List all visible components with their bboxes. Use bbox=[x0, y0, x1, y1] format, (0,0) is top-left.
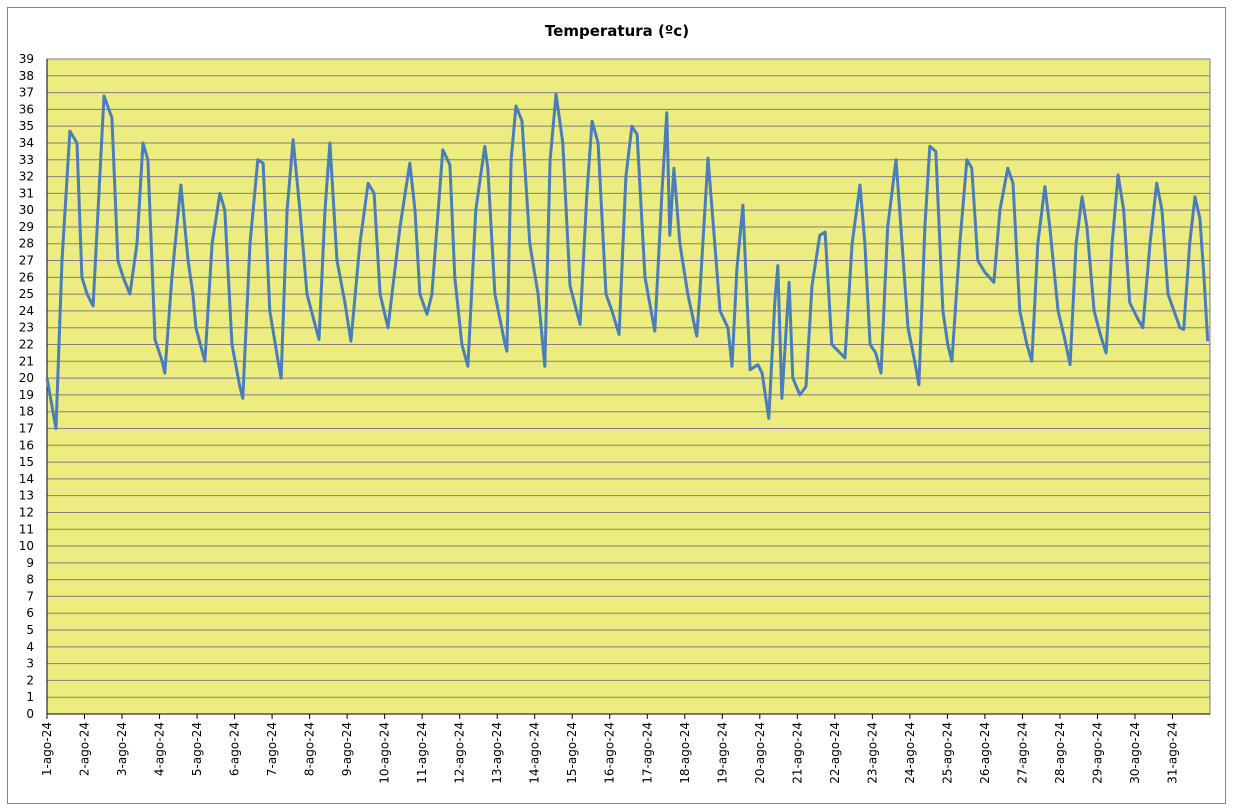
x-tick-label: 19-ago-24 bbox=[715, 722, 729, 784]
y-tick-label: 33 bbox=[19, 153, 34, 167]
y-tick-label: 18 bbox=[19, 405, 34, 419]
x-tick-label: 20-ago-24 bbox=[753, 722, 767, 784]
y-tick-label: 39 bbox=[19, 52, 34, 66]
y-tick-label: 24 bbox=[19, 304, 34, 318]
y-tick-label: 8 bbox=[26, 573, 34, 587]
x-tick-label: 11-ago-24 bbox=[415, 722, 429, 784]
y-tick-label: 13 bbox=[19, 489, 34, 503]
y-tick-label: 22 bbox=[19, 338, 34, 352]
y-tick-label: 3 bbox=[26, 657, 34, 671]
x-tick-label: 21-ago-24 bbox=[790, 722, 804, 784]
x-tick-label: 1-ago-24 bbox=[40, 722, 54, 776]
y-tick-label: 30 bbox=[19, 203, 34, 217]
x-tick-label: 14-ago-24 bbox=[528, 722, 542, 784]
y-tick-label: 31 bbox=[19, 186, 34, 200]
x-tick-label: 15-ago-24 bbox=[565, 722, 579, 784]
x-tick-label: 4-ago-24 bbox=[153, 722, 167, 776]
y-tick-label: 7 bbox=[26, 589, 34, 603]
x-tick-label: 5-ago-24 bbox=[190, 722, 204, 776]
y-tick-label: 16 bbox=[19, 438, 34, 452]
x-tick-label: 31-ago-24 bbox=[1165, 722, 1179, 784]
x-tick-label: 3-ago-24 bbox=[115, 722, 129, 776]
y-tick-label: 9 bbox=[26, 556, 34, 570]
y-tick-label: 38 bbox=[19, 69, 34, 83]
x-tick-label: 9-ago-24 bbox=[340, 722, 354, 776]
y-tick-label: 25 bbox=[19, 287, 34, 301]
chart-title: Temperatura (ºc) bbox=[545, 22, 689, 40]
y-tick-label: 28 bbox=[19, 237, 34, 251]
y-tick-label: 11 bbox=[19, 522, 34, 536]
x-tick-label: 27-ago-24 bbox=[1015, 722, 1029, 784]
y-tick-label: 14 bbox=[19, 472, 34, 486]
x-tick-label: 24-ago-24 bbox=[903, 722, 917, 784]
x-tick-label: 29-ago-24 bbox=[1090, 722, 1104, 784]
y-tick-label: 36 bbox=[19, 102, 34, 116]
y-tick-label: 29 bbox=[19, 220, 34, 234]
y-tick-label: 10 bbox=[19, 539, 34, 553]
y-tick-label: 15 bbox=[19, 455, 34, 469]
y-tick-label: 27 bbox=[19, 254, 34, 268]
x-tick-label: 16-ago-24 bbox=[603, 722, 617, 784]
y-tick-label: 32 bbox=[19, 170, 34, 184]
y-tick-label: 21 bbox=[19, 354, 34, 368]
y-tick-label: 37 bbox=[19, 86, 34, 100]
x-tick-label: 6-ago-24 bbox=[228, 722, 242, 776]
x-tick-label: 8-ago-24 bbox=[303, 722, 317, 776]
x-tick-label: 30-ago-24 bbox=[1128, 722, 1142, 784]
x-tick-label: 18-ago-24 bbox=[678, 722, 692, 784]
y-tick-label: 19 bbox=[19, 388, 34, 402]
y-tick-label: 5 bbox=[26, 623, 34, 637]
x-tick-label: 26-ago-24 bbox=[978, 722, 992, 784]
y-tick-label: 1 bbox=[26, 690, 34, 704]
x-tick-label: 22-ago-24 bbox=[828, 722, 842, 784]
y-tick-label: 6 bbox=[26, 606, 34, 620]
y-tick-label: 34 bbox=[19, 136, 34, 150]
x-tick-label: 7-ago-24 bbox=[265, 722, 279, 776]
temperature-line bbox=[45, 92, 1210, 430]
x-tick-label: 23-ago-24 bbox=[865, 722, 879, 784]
x-tick-label: 12-ago-24 bbox=[453, 722, 467, 784]
x-tick-label: 10-ago-24 bbox=[378, 722, 392, 784]
x-tick-label: 25-ago-24 bbox=[940, 722, 954, 784]
x-tick-label: 28-ago-24 bbox=[1053, 722, 1067, 784]
y-tick-label: 35 bbox=[19, 119, 34, 133]
x-tick-label: 13-ago-24 bbox=[490, 722, 504, 784]
y-tick-label: 4 bbox=[26, 640, 34, 654]
y-tick-label: 0 bbox=[26, 707, 34, 721]
y-tick-label: 17 bbox=[19, 421, 34, 435]
x-tick-label: 2-ago-24 bbox=[78, 722, 92, 776]
y-tick-label: 12 bbox=[19, 505, 34, 519]
y-tick-label: 23 bbox=[19, 321, 34, 335]
y-tick-label: 2 bbox=[26, 673, 34, 687]
y-tick-label: 20 bbox=[19, 371, 34, 385]
x-tick-label: 17-ago-24 bbox=[640, 722, 654, 784]
y-tick-label: 26 bbox=[19, 270, 34, 284]
